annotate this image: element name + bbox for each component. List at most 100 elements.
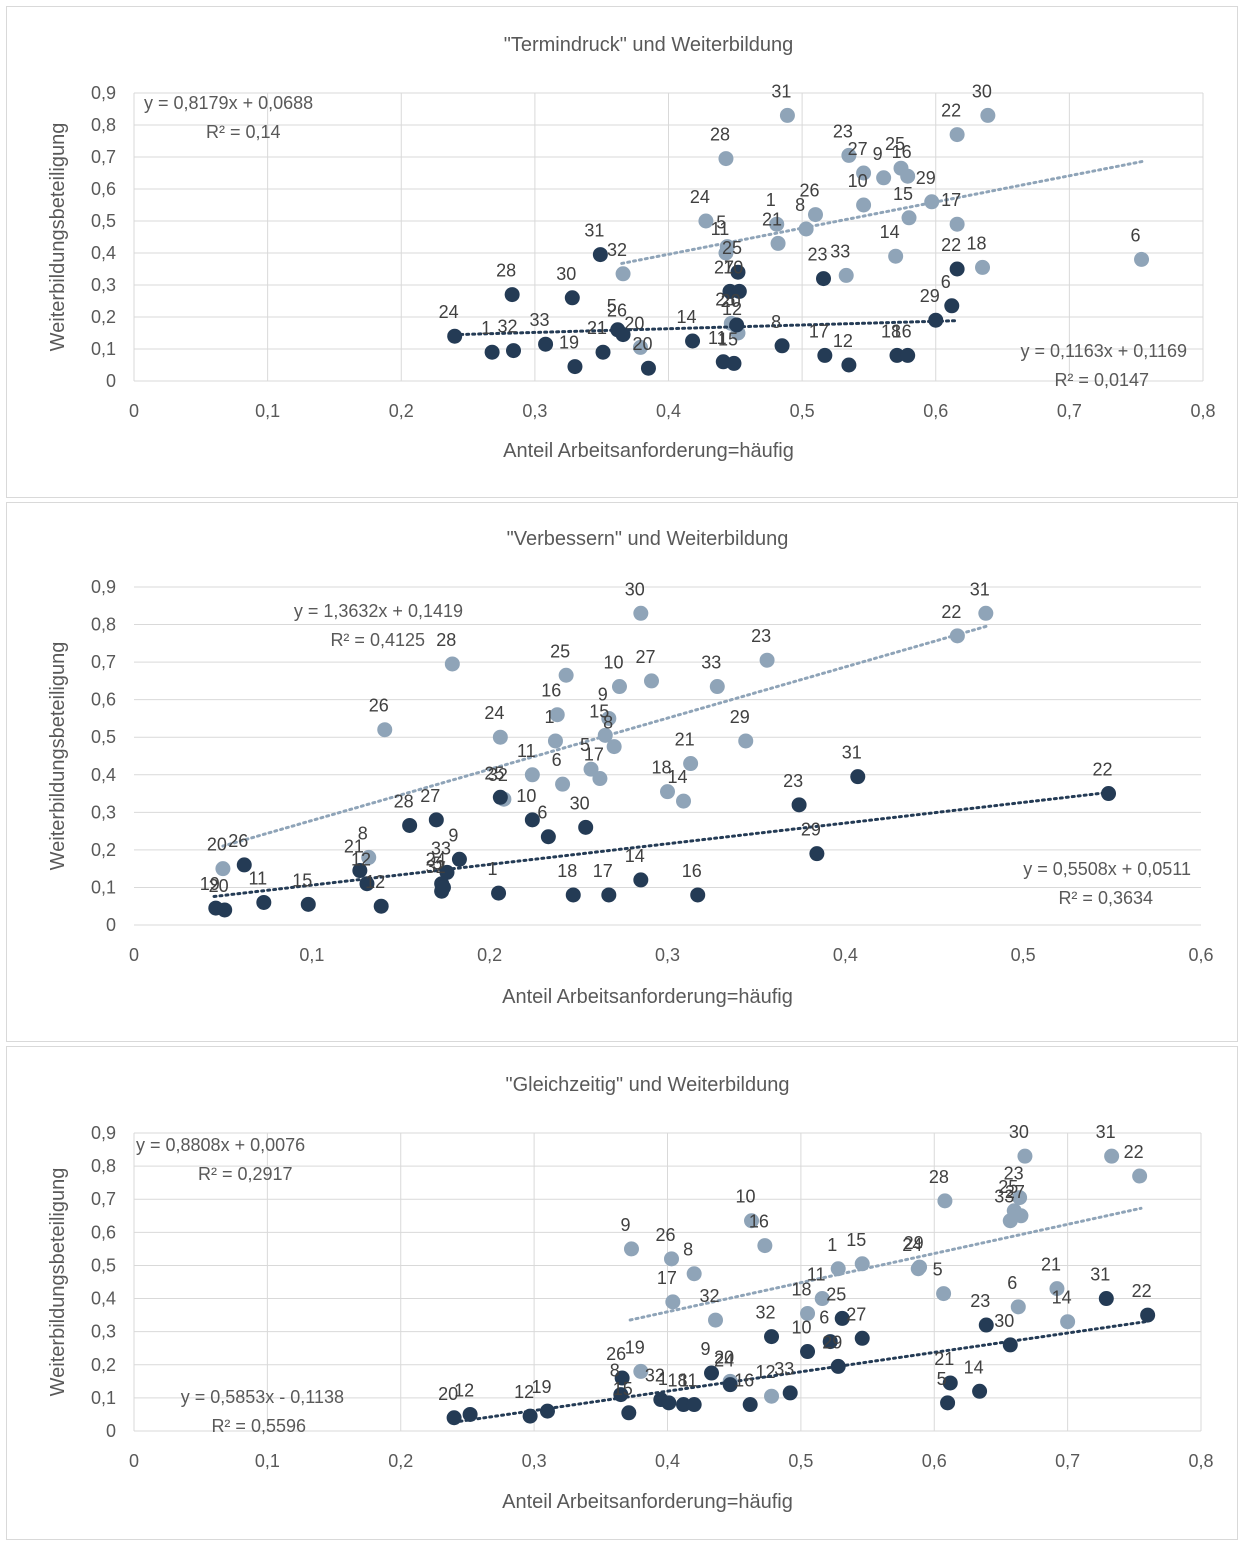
x-tick-label: 0,4 (656, 401, 681, 421)
data-point (491, 885, 507, 901)
y-tick-label: 0,2 (91, 1355, 116, 1375)
point-label: 29 (822, 1332, 842, 1352)
point-label: 30 (625, 579, 645, 599)
data-point (978, 605, 994, 621)
data-point (676, 793, 692, 809)
trend-r2: R² = 0,4125 (330, 630, 425, 650)
point-label: 5 (580, 735, 590, 755)
data-point (1017, 1148, 1033, 1164)
data-point (524, 767, 540, 783)
data-point (683, 756, 699, 772)
point-label: 32 (488, 765, 508, 785)
data-point (798, 221, 814, 237)
data-point (217, 902, 233, 918)
trend-equation: y = 0,8179x + 0,0688 (144, 93, 313, 113)
point-label: 31 (970, 579, 990, 599)
point-label: 9 (701, 1339, 711, 1359)
data-point (1010, 1299, 1026, 1315)
point-label: 8 (771, 312, 781, 332)
data-point (718, 245, 734, 261)
y-tick-label: 0,4 (91, 243, 116, 263)
point-label: 26 (606, 1344, 626, 1364)
data-point (744, 1213, 760, 1229)
data-point (900, 168, 916, 184)
data-point (547, 733, 563, 749)
chart-title: "Termindruck" und Weiterbildung (504, 34, 794, 56)
point-label: 14 (964, 1357, 984, 1377)
y-tick-label: 0,3 (91, 802, 116, 822)
point-label: 10 (723, 257, 743, 277)
data-point (949, 261, 965, 277)
point-label: 5 (716, 213, 726, 233)
point-label: 30 (972, 81, 992, 101)
point-label: 28 (496, 261, 516, 281)
point-label: 8 (603, 713, 613, 733)
point-label: 6 (1131, 225, 1141, 245)
data-point (484, 344, 500, 360)
x-tick-label: 0,5 (788, 1451, 813, 1471)
point-label: 19 (625, 1337, 645, 1357)
point-label: 17 (657, 1268, 677, 1288)
y-tick-label: 0,2 (91, 840, 116, 860)
data-point (606, 739, 622, 755)
y-axis-label: Weiterbildungsbeteiligung (47, 123, 69, 352)
data-point (937, 1193, 953, 1209)
x-axis-label: Anteil Arbeitsanforderung=häufig (502, 986, 793, 1008)
point-label: 18 (967, 233, 987, 253)
point-label: 14 (880, 222, 900, 242)
data-point (439, 864, 455, 880)
point-label: 33 (774, 1359, 794, 1379)
data-point (522, 1408, 538, 1424)
point-label: 27 (1005, 1182, 1025, 1202)
point-label: 29 (904, 1233, 924, 1253)
point-label: 27 (846, 1304, 866, 1324)
data-point (633, 872, 649, 888)
y-tick-label: 0,7 (91, 147, 116, 167)
data-point (838, 267, 854, 283)
point-label: 23 (970, 1291, 990, 1311)
point-label: 9 (873, 144, 883, 164)
trend-equation: y = 1,3632x + 0,1419 (294, 601, 463, 621)
chart-termindruck: "Termindruck" und Weiterbildung 0 0,1 0,2 0,… (47, 34, 1216, 462)
data-point (822, 1334, 838, 1350)
data-point (565, 887, 581, 903)
y-tick-label: 0,8 (91, 1156, 116, 1176)
data-point (592, 247, 608, 263)
data-point (779, 107, 795, 123)
point-label: 26 (369, 696, 389, 716)
data-point (770, 235, 786, 251)
point-label: 1 (766, 190, 776, 210)
point-label: 29 (801, 820, 821, 840)
data-point (774, 338, 790, 354)
data-point (949, 216, 965, 232)
point-label: 12 (351, 850, 371, 870)
data-point (614, 1370, 630, 1386)
trendline (620, 159, 1145, 265)
data-point (361, 849, 377, 865)
point-label: 1 (827, 1235, 837, 1255)
y-tick-label: 0,1 (91, 1388, 116, 1408)
point-label: 16 (682, 861, 702, 881)
y-tick-label: 0,4 (91, 765, 116, 785)
point-label: 32 (426, 857, 446, 877)
data-point (558, 667, 574, 683)
point-label: 22 (1132, 1281, 1152, 1301)
data-point (597, 727, 613, 743)
data-point (1101, 786, 1117, 802)
point-label: 18 (667, 1371, 687, 1391)
chart-title: "Verbessern" und Weiterbildung (507, 528, 789, 550)
data-point (377, 722, 393, 738)
point-label: 14 (677, 307, 697, 327)
point-label: 8 (358, 823, 368, 843)
point-label: 22 (1124, 1142, 1144, 1162)
point-label: 17 (941, 190, 961, 210)
point-label: 19 (531, 1377, 551, 1397)
trend-r2: R² = 0,0147 (1054, 370, 1149, 390)
point-label: 21 (675, 730, 695, 750)
data-point (949, 628, 965, 644)
point-label: 31 (1096, 1122, 1116, 1142)
data-point (352, 863, 368, 879)
point-label: 14 (667, 767, 687, 787)
data-point (524, 812, 540, 828)
trend-r2: R² = 0,5596 (211, 1416, 306, 1436)
